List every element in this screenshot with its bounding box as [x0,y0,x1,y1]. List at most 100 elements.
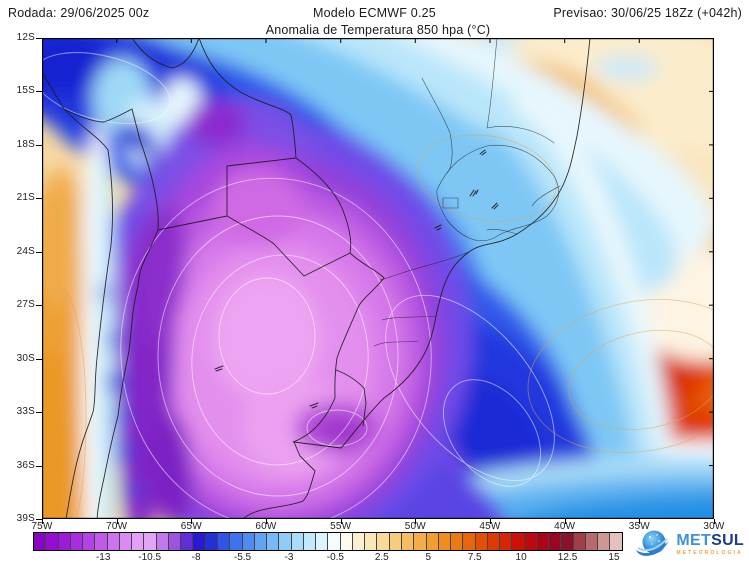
lon-tick [266,519,267,524]
lon-tick [42,519,43,524]
lon-label: 35W [628,521,650,532]
colorbar-cell [328,533,341,550]
lon-label: 30W [703,521,725,532]
colorbar-cell [573,533,586,550]
colorbar-cell [463,533,476,550]
colorbar-cell [230,533,243,550]
lon-label: 50W [404,521,426,532]
lat-label: 18S [16,138,35,150]
colorbar-label: 7.5 [467,552,482,563]
contour-lines-warm [42,134,714,519]
colorbar-cell [377,533,390,550]
contour-lines-cold [42,52,555,519]
colorbar-cell [340,533,353,550]
colorbar-cell [451,533,464,550]
colorbar-cell [438,533,452,550]
colorbar-cell [279,533,292,550]
colorbar-label: 2.5 [374,552,389,563]
header-bar: Rodada: 29/06/2025 00z Modelo ECMWF 0.25… [0,6,749,22]
metsul-logo: METSUL METEOROLOGIA [634,528,744,560]
map-title: Anomalia de Temperatura 850 hpa (°C) [265,23,491,37]
colorbar-label: -3 [284,552,294,563]
logo-text: METSUL [676,531,744,549]
lon-label: 60W [255,521,277,532]
lat-tick [36,38,42,39]
colorbar-label: -8 [191,552,201,563]
lat-tick [36,465,42,467]
lat-label: 30S [16,352,35,364]
colorbar-label: 12.5 [557,552,578,563]
colorbar-cell [254,533,268,550]
lat-tick [36,198,42,200]
colorbar-cell [46,533,59,550]
lon-label: 75W [31,521,53,532]
colorbar-cell [95,533,108,550]
lat-tick [36,91,42,93]
colorbar-cell [205,533,218,550]
colorbar-label: 5 [425,552,432,563]
lat-tick [36,519,42,520]
lat-tick [36,305,42,307]
colorbar-cell [83,533,96,550]
logo-subtext: METEOROLOGIA [676,549,743,556]
colorbar-cell [107,533,120,550]
lat-label: 12S [16,32,35,43]
colorbar-cell [426,533,439,550]
lon-tick [639,519,641,524]
colorbar-cell [156,533,169,550]
globe-icon [636,530,670,556]
colorbar-cell [487,533,501,550]
lat-label: 33S [16,406,35,418]
lat-tick [36,412,42,414]
lon-label: 70W [106,521,128,532]
colorbar-cell [303,533,317,550]
colorbar-cell [549,533,562,550]
colorbar-label: 10 [515,552,527,563]
lat-label: 39S [16,513,35,524]
colorbar-cell [144,533,157,550]
lat-label: 21S [16,192,35,204]
colorbar-cell [365,533,378,550]
colorbar [33,532,623,551]
colorbar-cell [598,533,611,550]
lon-tick [714,519,715,524]
colorbar-cell [70,533,84,550]
lon-tick [116,519,118,524]
lat-label: 36S [16,459,35,471]
colorbar-cell [291,533,304,550]
run-info: Rodada: 29/06/2025 00z [8,6,150,20]
lat-tick [36,251,42,253]
colorbar-label: -5.5 [233,552,252,563]
lon-label: 45W [479,521,501,532]
colorbar-cell [316,533,329,550]
colorbar-cell [34,533,47,550]
colorbar-cell [524,533,537,550]
lat-label: 27S [16,299,35,311]
lat-label: 24S [16,245,35,257]
model-info: Modelo ECMWF 0.25 [313,6,436,20]
colorbar-label: -0.5 [326,552,344,563]
colorbar-cell [561,533,574,550]
logo-text-met: MET [676,531,712,549]
colorbar-label: -13 [95,552,111,563]
colorbar-cell [267,533,280,550]
lon-tick [415,519,417,524]
lat-label: 15S [16,85,35,97]
colorbar-cell [500,533,513,550]
colorbar-cell [168,533,182,550]
colorbar-cell [119,533,133,550]
colorbar-cell [242,533,255,550]
map-frame [42,38,714,519]
colorbar-cell [58,533,71,550]
logo-text-sul: SUL [711,531,744,549]
anomaly-blobs [42,38,714,519]
colorbar-cell [193,533,206,550]
lon-label: 55W [330,521,352,532]
colorbar-cell [536,533,550,550]
colorbar-cell [217,533,231,550]
colorbar-cell [401,533,415,550]
colorbar-label: 15 [608,552,620,563]
colorbar-cell [512,533,525,550]
colorbar-cell [389,533,402,550]
